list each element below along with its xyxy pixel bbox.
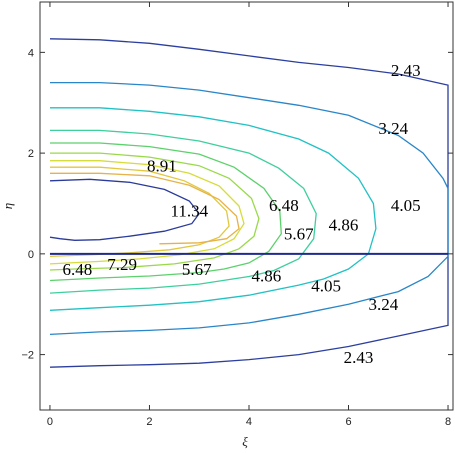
x-tick-label: 6	[345, 416, 351, 428]
contour-label-4-05: 4.05	[311, 277, 341, 296]
x-tick-label: 4	[246, 416, 252, 428]
contour-line-7-29	[49, 160, 245, 265]
contour-label-4-86: 4.86	[329, 216, 359, 235]
axis-ticks: 0 2 4 6 8 −2 0 2 4	[21, 2, 453, 428]
contour-line-8-1	[49, 166, 230, 258]
contour-label-2-43: 2.43	[344, 348, 374, 367]
y-axis-title: η	[0, 203, 15, 209]
x-tick-label: 0	[47, 416, 53, 428]
x-tick-label: 2	[146, 416, 152, 428]
contour-label-6-48: 6.48	[269, 196, 299, 215]
x-tick-label: 8	[445, 416, 451, 428]
contour-label-4-86: 4.86	[252, 267, 282, 286]
contour-line-4-05	[49, 107, 377, 311]
contour-line-4-86	[49, 129, 317, 294]
contour-label-4-05: 4.05	[391, 196, 421, 215]
contour-line-11-34	[49, 178, 201, 241]
contour-label-3-24: 3.24	[378, 119, 408, 138]
y-tick-label: 0	[28, 249, 34, 261]
contour-label-6-48: 6.48	[62, 260, 92, 279]
contour-label-5-67: 5.67	[182, 260, 212, 279]
y-tick-label: −2	[21, 350, 34, 362]
y-tick-label: 2	[28, 148, 34, 160]
contour-label-11-34: 11.34	[170, 202, 208, 221]
contour-label-2-43: 2.43	[391, 61, 421, 80]
contour-line-3-24	[49, 81, 449, 336]
y-tick-label: 4	[28, 47, 34, 59]
contour-labels: 2.43 3.24 8.91 11.34 6.48 4.05 5.67 4.86 6.48 7.2…	[62, 61, 420, 367]
contour-line-8-91	[50, 172, 240, 245]
contour-label-7-29: 7.29	[107, 255, 137, 274]
contour-label-8-91: 8.91	[147, 157, 177, 176]
contour-label-3-24: 3.24	[368, 295, 398, 314]
contour-line-5-67	[49, 142, 282, 282]
contour-lines	[49, 38, 449, 368]
contour-line-6-48	[49, 152, 260, 271]
x-axis-title: ξ	[242, 434, 248, 449]
contour-label-5-67: 5.67	[284, 225, 314, 244]
plot-frame	[39, 1, 454, 411]
